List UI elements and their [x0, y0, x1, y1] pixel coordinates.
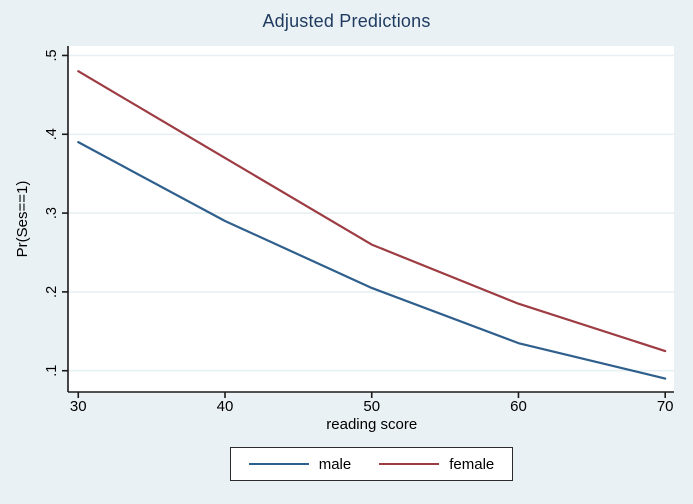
y-tick-label: .1	[44, 365, 60, 377]
chart-title: Adjusted Predictions	[262, 11, 431, 31]
female-line	[77, 70, 667, 353]
y-axis-title: Pr(Ses==1)	[14, 181, 31, 258]
female-line-swatch	[379, 463, 440, 465]
legend-entry-female: female	[379, 456, 494, 473]
legend: male female	[230, 447, 513, 481]
x-tick-label: 40	[217, 398, 234, 415]
male-line	[77, 141, 667, 380]
y-tick-label: .3	[44, 207, 60, 219]
legend-label-female: female	[449, 455, 495, 473]
y-tick-label: .2	[44, 286, 60, 298]
legend-entry-male: male	[248, 455, 352, 473]
y-tick-label: .5	[44, 49, 60, 61]
plot-background	[68, 46, 674, 392]
legend-label-male: male	[318, 455, 352, 473]
x-tick-label: 60	[510, 398, 527, 415]
x-axis-title: reading score	[326, 416, 417, 433]
x-tick-label: 50	[363, 398, 380, 415]
x-tick-label: 70	[657, 398, 674, 415]
y-tick-label: .4	[44, 128, 60, 140]
male-line-swatch	[248, 463, 309, 465]
x-tick-label: 30	[70, 398, 87, 415]
